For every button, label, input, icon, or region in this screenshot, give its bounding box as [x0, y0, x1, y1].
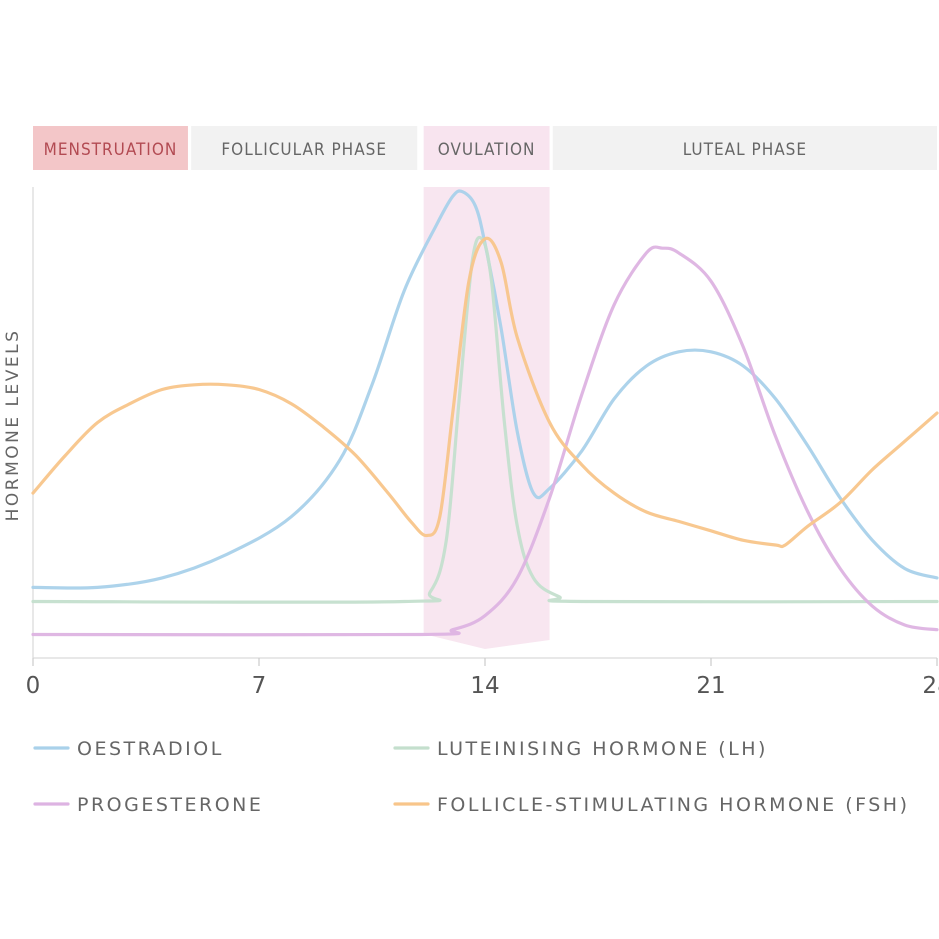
x-ticks: 0 7 14 21 28 — [26, 658, 939, 699]
x-tick-label: 28 — [922, 673, 939, 699]
series-line-progesterone — [31, 245, 939, 637]
legend: OESTRADIOL LUTEINISING HORMONE (LH) PROGES… — [33, 738, 910, 816]
legend-item-oestradiol: OESTRADIOL — [33, 738, 224, 760]
phase-label-luteal-phase: LUTEAL PHASE — [683, 140, 807, 160]
series-line-luteinising-hormone-lh — [31, 235, 939, 604]
legend-label: PROGESTERONE — [77, 794, 263, 816]
x-tick-label: 7 — [252, 673, 267, 699]
phase-label-ovulation: OVULATION — [438, 140, 536, 160]
y-axis-label: HORMONE LEVELS — [3, 329, 23, 522]
phase-ovulation — [423, 126, 550, 170]
phase-follicular-phase — [191, 126, 418, 170]
legend-item-follicle-stimulating-hormone-fsh: FOLLICLE-STIMULATING HORMONE (FSH) — [393, 794, 910, 816]
phase-label-menstruation: MENSTRUATION — [44, 140, 178, 160]
phase-menstruation — [33, 126, 188, 170]
phase-bar: MENSTRUATION FOLLICULAR PHASE OVULATION LUT… — [33, 126, 937, 170]
x-tick-label: 14 — [470, 673, 499, 699]
legend-label: FOLLICLE-STIMULATING HORMONE (FSH) — [437, 794, 910, 816]
legend-item-luteinising-hormone-lh: LUTEINISING HORMONE (LH) — [393, 738, 768, 760]
x-tick-label: 21 — [696, 673, 725, 699]
series-line-follicle-stimulating-hormone-fsh — [31, 236, 939, 549]
series-layer — [31, 189, 939, 637]
series-line-oestradiol — [31, 189, 939, 590]
x-tick-label: 0 — [26, 673, 41, 699]
legend-label: OESTRADIOL — [77, 738, 224, 760]
phase-luteal-phase — [552, 126, 937, 170]
legend-item-progesterone: PROGESTERONE — [33, 794, 263, 816]
legend-label: LUTEINISING HORMONE (LH) — [437, 738, 768, 760]
phase-label-follicular-phase: FOLLICULAR PHASE — [221, 140, 387, 160]
